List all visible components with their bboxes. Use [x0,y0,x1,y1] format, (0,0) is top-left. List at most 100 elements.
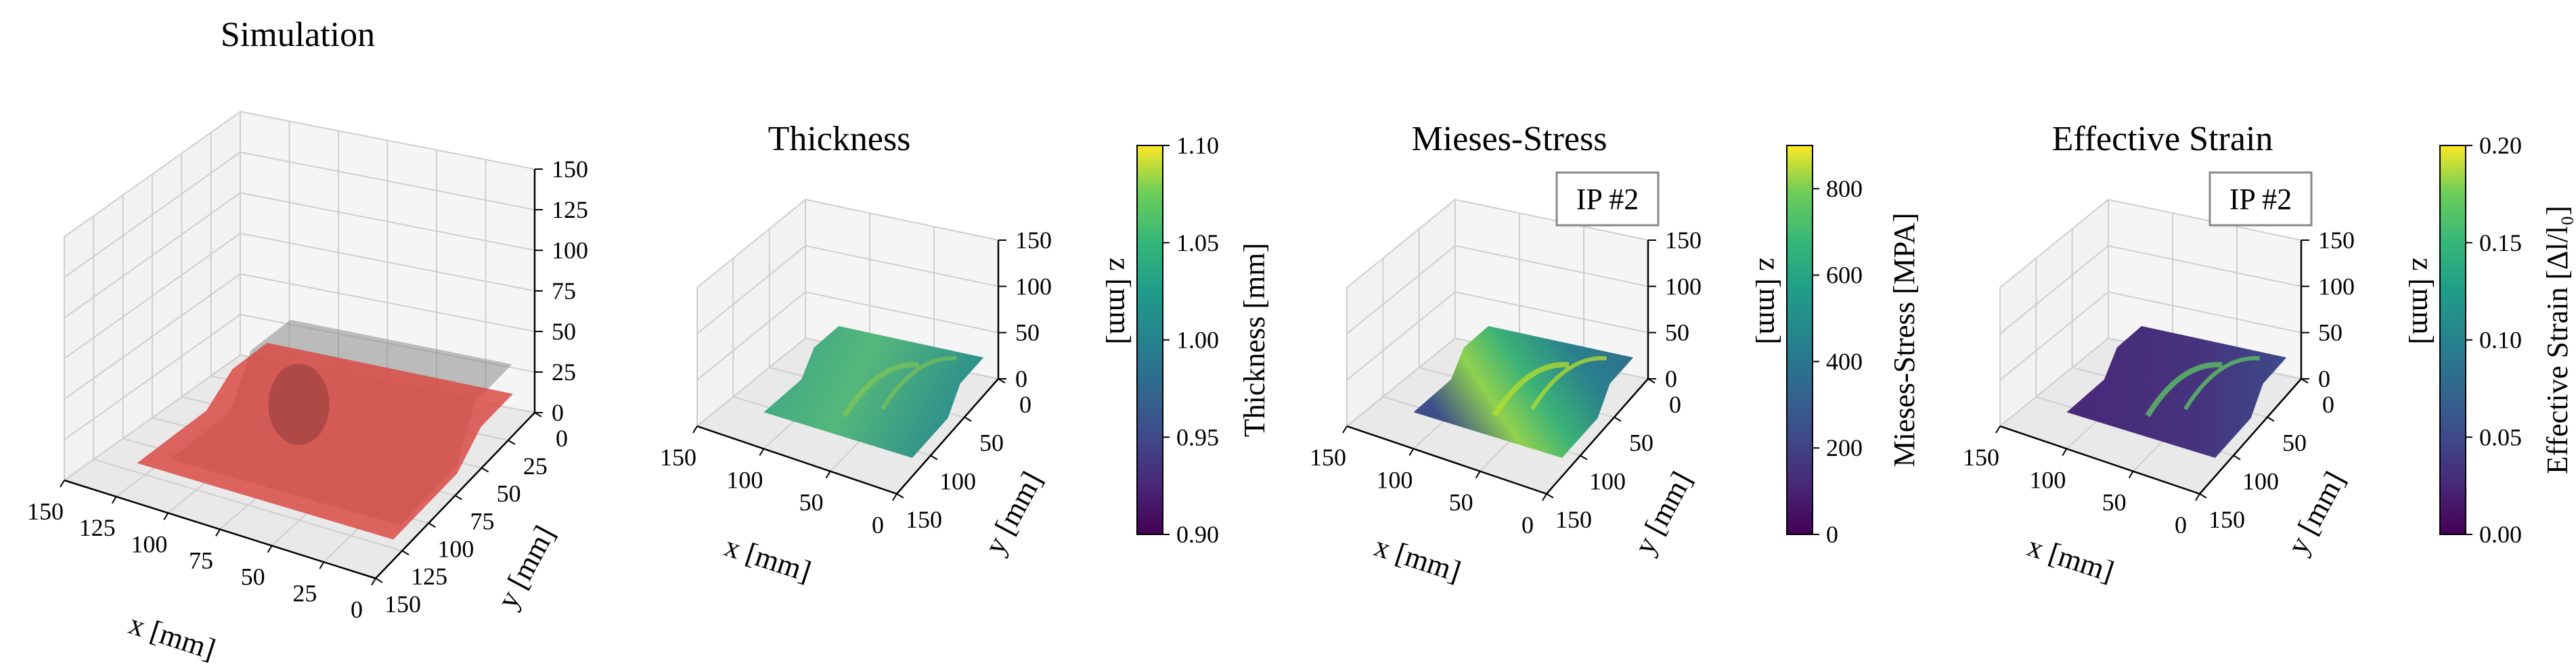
x-tick [2195,493,2200,501]
y-tick [508,439,516,445]
z-tick-label: 100 [1015,273,1052,300]
y-tick-label: 50 [497,480,521,507]
colorbar-tick-label: 0 [1826,521,1838,548]
x-axis-label: x [mm] [2024,530,2118,589]
colorbar-tick-label: 0.95 [1176,423,1219,451]
y-tick [2233,455,2241,461]
grid-line-z [64,110,535,237]
chart-title: Simulation [221,16,375,54]
colorbar [1136,145,1163,535]
x-tick-label: 100 [131,530,167,557]
strain-ring [1492,362,1570,417]
x-tick [319,561,325,570]
x-tick [1408,448,1415,456]
y-tick [930,455,938,461]
y-tick [454,495,463,501]
colorbar-tick-label: 800 [1826,175,1863,202]
x-tick-label: 0 [872,511,884,538]
y-tick [2267,416,2275,422]
y-tick-label: 50 [1629,430,1653,457]
y-tick-label: 100 [437,535,474,562]
y-tick [896,493,904,499]
grid-line-z [1346,291,1649,381]
x-axis-line [1999,425,2200,495]
colorbar-tick-label: 200 [1826,434,1863,461]
z-tick-label: 75 [552,277,576,304]
y-tick-label: 0 [1019,391,1031,418]
strain-ring [1530,356,1607,411]
y-axis-label: y [mm] [978,466,1049,559]
integration-point-badge [1555,171,1660,227]
field-surface [1413,326,1634,458]
x-tick-label: 50 [2102,489,2127,516]
x-tick [1342,426,1348,434]
y-axis-label: y [mm] [2281,466,2352,559]
y-axis-line [2199,378,2302,495]
y-tick-label: 100 [939,467,976,495]
x-tick-label: 0 [351,596,363,623]
x-tick [371,578,376,586]
y-tick-label: 100 [1589,467,1626,495]
integration-point-badge [2208,171,2313,227]
z-axis-label: z [mm] [1103,258,1136,344]
x-tick [692,426,698,434]
x-tick [892,493,897,501]
x-tick-label: 150 [27,498,64,525]
y-tick [428,522,436,528]
x-tick [1542,493,1547,501]
grid-line-z [696,198,999,288]
grid-line-z [64,232,535,359]
x-axis-label: x [mm] [1371,530,1465,589]
y-tick-label: 150 [906,506,942,533]
colorbar-tick-label: 0.10 [2479,327,2522,354]
colorbar-tick-label: 0.00 [2479,521,2522,548]
y-axis-line [1546,378,1649,495]
x-tick-label: 25 [292,580,317,607]
y-tick-label: 150 [384,591,421,618]
colorbar-tick-label: 0.90 [1176,521,1219,548]
y-tick-label: 125 [411,563,447,590]
y-tick [481,467,489,473]
colorbar-label: Effective Strain [Δl/l₀] [2541,206,2574,474]
strain-ring [2183,356,2260,411]
grid-line-z [64,273,535,400]
x-tick [1475,471,1481,479]
x-tick-label: 100 [2029,466,2066,493]
y-tick [401,550,409,556]
colorbar-tick-label: 600 [1826,262,1863,289]
x-tick-label: 125 [79,514,116,541]
colorbar-tick-label: 0.15 [2479,229,2522,256]
colorbar-tick-label: 1.00 [1176,327,1219,354]
colorbar-label: Thickness [mm] [1238,243,1271,437]
integration-point-badge-text: IP #2 [1576,183,1639,216]
x-tick [111,496,117,504]
z-tick-label: 0 [2318,365,2330,392]
z-tick-label: 25 [552,359,576,386]
x-tick [2128,471,2134,479]
colorbar [1786,145,1813,535]
y-tick-label: 150 [1555,506,1592,533]
chart-title: Mieses-Stress [1412,120,1607,158]
x-axis-label: x [mm] [125,607,220,666]
y-axis-label: y [mm] [491,520,562,614]
field-surface [2066,326,2287,458]
colorbar [2439,145,2466,535]
y-tick-label: 150 [2208,506,2245,533]
y-tick [1546,493,1554,499]
panel-3: 150100500050100150050100150Mieses-Stress… [1310,120,1921,589]
z-tick-label: 50 [2318,319,2342,346]
z-tick-label: 100 [1665,273,1702,300]
y-tick [1614,416,1622,422]
x-tick [60,480,65,488]
x-tick [1995,426,2001,434]
z-tick-label: 0 [1015,365,1027,392]
z-tick-label: 150 [2318,227,2355,254]
grid-line-z [696,291,999,381]
x-tick [163,512,169,520]
x-tick-label: 50 [799,489,824,516]
grid-line-z [1346,245,1649,335]
x-tick-label: 0 [1522,511,1534,538]
grid-line-z [1999,291,2302,381]
grid-line-z [64,191,535,319]
